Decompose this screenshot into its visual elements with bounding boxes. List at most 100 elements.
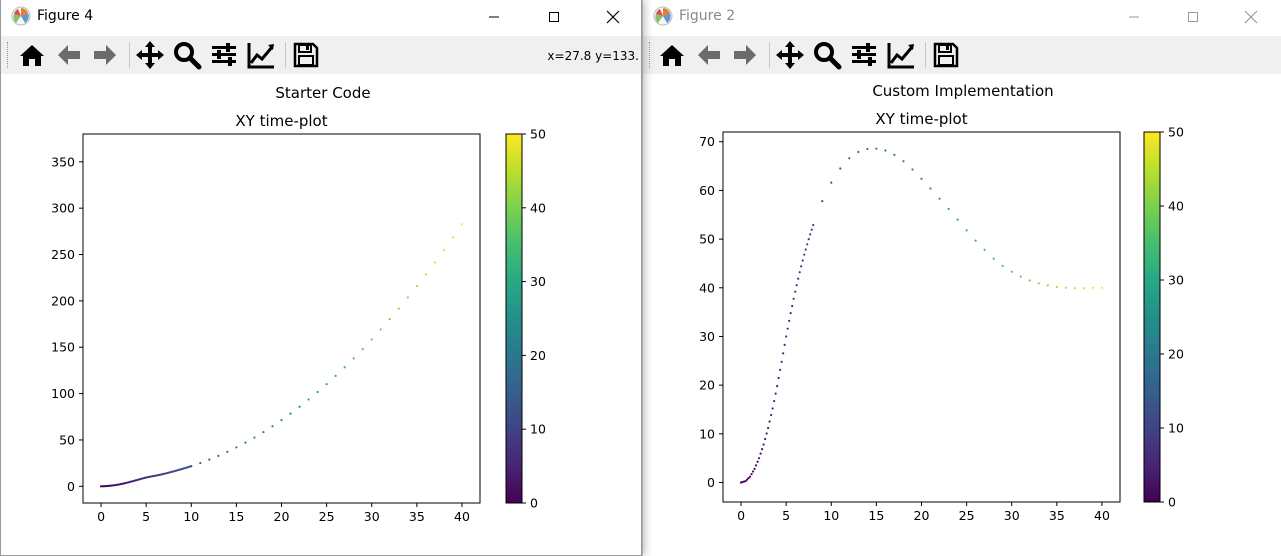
x-tick-label: 10 <box>823 508 839 523</box>
data-point <box>1028 279 1031 282</box>
matplotlib-logo-icon <box>11 6 31 26</box>
subplots-button[interactable] <box>209 40 239 70</box>
colorbar-tick-label: 20 <box>1168 347 1184 362</box>
data-point <box>965 229 968 232</box>
data-point <box>388 318 391 321</box>
figure-canvas[interactable]: Starter Code XY time-plot 0 5 10 15 20 25 30 35 40… <box>1 75 641 555</box>
maximize-icon <box>1188 12 1198 22</box>
edit-axis-button[interactable] <box>246 40 276 70</box>
data-point <box>1055 285 1058 288</box>
data-point <box>893 153 896 156</box>
close-button[interactable] <box>590 0 636 34</box>
x-tick-label: 0 <box>737 508 745 523</box>
back-button[interactable] <box>54 40 84 70</box>
colorbar <box>1143 131 1161 503</box>
data-point <box>771 407 774 410</box>
data-point <box>424 273 427 276</box>
axes-frame <box>722 131 1121 503</box>
title-bar[interactable]: Figure 4 <box>1 0 641 34</box>
data-point <box>884 149 887 152</box>
data-point <box>780 360 783 363</box>
data-point <box>902 160 905 163</box>
data-point <box>801 259 804 262</box>
y-tick-label: 300 <box>51 201 75 216</box>
figure-suptitle: Starter Code <box>275 84 370 102</box>
data-point <box>361 347 364 351</box>
data-point <box>760 447 764 451</box>
data-point <box>1100 286 1104 289</box>
colorbar-tick-label: 40 <box>530 200 546 215</box>
data-point <box>782 352 785 355</box>
window-title: Figure 2 <box>679 8 736 24</box>
toolbar-separator <box>925 42 926 68</box>
home-button[interactable] <box>17 40 47 70</box>
save-button[interactable] <box>931 40 961 70</box>
back-button[interactable] <box>694 40 724 70</box>
x-tick-label: 20 <box>914 508 930 523</box>
data-point <box>920 177 923 180</box>
data-point <box>762 443 765 446</box>
data-point <box>786 327 789 330</box>
data-point <box>298 405 301 408</box>
toolbar-separator <box>129 42 130 68</box>
data-point <box>433 261 436 264</box>
toolbar-grip <box>649 42 652 68</box>
data-point <box>442 248 446 252</box>
data-point <box>938 197 941 200</box>
home-button[interactable] <box>657 40 687 70</box>
data-point <box>406 296 409 299</box>
figure-2-window: Figure 2 <box>642 0 1281 556</box>
colorbar-tick-label: 10 <box>530 422 546 437</box>
maximize-icon <box>549 12 559 22</box>
maximize-button[interactable] <box>531 0 577 34</box>
zoom-icon <box>814 42 842 70</box>
maximize-button[interactable] <box>1170 0 1216 34</box>
data-point <box>807 238 810 241</box>
data-point <box>1091 286 1095 289</box>
minimize-button[interactable] <box>1111 0 1157 34</box>
zoom-button[interactable] <box>172 40 202 70</box>
save-button[interactable] <box>291 40 321 70</box>
forward-button[interactable] <box>730 40 760 70</box>
minimize-button[interactable] <box>471 0 517 34</box>
edit-axis-button[interactable] <box>886 40 916 70</box>
y-tick-label: 10 <box>699 426 715 441</box>
data-point <box>783 343 786 347</box>
data-point <box>1001 264 1004 267</box>
data-point <box>830 181 833 184</box>
close-button[interactable] <box>1228 0 1274 34</box>
subplots-button[interactable] <box>849 40 879 70</box>
pan-icon <box>136 41 164 69</box>
x-tick-label: 5 <box>782 508 790 523</box>
data-point <box>1046 284 1049 287</box>
data-point <box>244 441 247 444</box>
title-bar[interactable]: Figure 2 <box>643 0 1281 34</box>
data-point <box>190 465 193 468</box>
forward-button[interactable] <box>90 40 120 70</box>
figure-canvas[interactable]: Custom Implementation XY time-plot 0 5 10 15 2… <box>643 75 1280 555</box>
data-point <box>379 328 382 331</box>
pan-button[interactable] <box>135 40 165 70</box>
back-arrow-icon <box>58 45 80 65</box>
toolbar-separator <box>285 42 286 68</box>
zoom-button[interactable] <box>812 40 842 70</box>
y-tick-label: 50 <box>699 232 715 247</box>
data-point <box>334 374 337 377</box>
data-point <box>1037 282 1040 285</box>
forward-arrow-icon <box>94 45 116 65</box>
data-point <box>415 285 418 288</box>
pan-button[interactable] <box>775 40 805 70</box>
minimize-icon <box>1129 16 1139 18</box>
navigation-toolbar <box>643 36 1281 74</box>
data-point <box>325 383 328 386</box>
data-point <box>1010 270 1013 273</box>
data-point <box>839 167 842 170</box>
y-tick-label: 70 <box>699 134 715 149</box>
data-point <box>280 419 283 422</box>
data-point <box>226 450 229 453</box>
x-tick-label: 25 <box>319 509 335 524</box>
data-point <box>812 223 815 227</box>
colorbar-tick-label: 50 <box>1168 125 1184 140</box>
data-point <box>757 457 761 460</box>
navigation-toolbar: x=27.8 y=133. <box>1 36 641 74</box>
